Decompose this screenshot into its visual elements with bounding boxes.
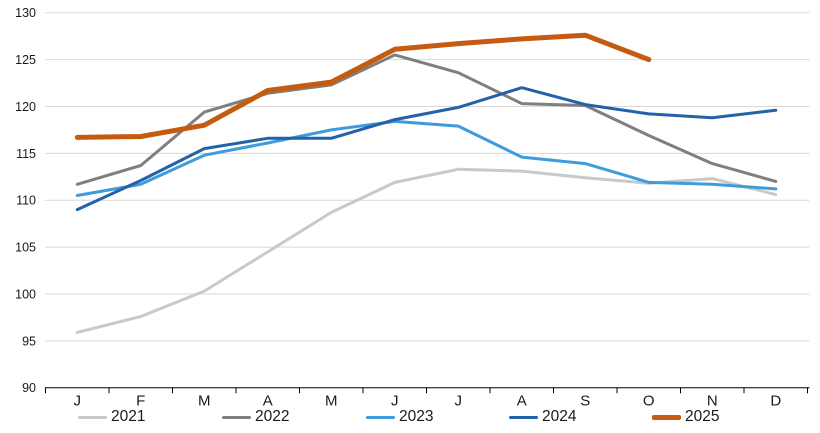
y-axis-tick-label: 130 <box>15 6 36 20</box>
legend-entry-2025: 2025 <box>652 407 719 427</box>
legend-label: 2025 <box>685 408 720 425</box>
x-axis-month-label: A <box>517 393 527 410</box>
legend-line-swatch-2024 <box>509 415 538 419</box>
x-axis-month-label: O <box>643 393 655 410</box>
series-line-2024 <box>75 86 778 212</box>
x-axis-month-label: J <box>391 393 399 410</box>
legend-line-swatch-2023 <box>366 415 395 419</box>
x-axis-month-label: M <box>325 393 338 410</box>
series-line-2021 <box>75 167 778 334</box>
y-axis-tick-label: 90 <box>22 381 36 395</box>
legend-entry-2021: 2021 <box>78 407 145 427</box>
legend-line-swatch-2021 <box>78 415 107 419</box>
x-axis-month-label: D <box>770 393 781 410</box>
legend-line-swatch-2025 <box>652 414 681 420</box>
x-axis-month-label: A <box>263 393 273 410</box>
series-line-2022 <box>75 53 778 186</box>
y-axis-tick-label: 115 <box>16 147 36 161</box>
legend-label: 2024 <box>542 408 577 425</box>
y-axis-tick-label: 110 <box>16 194 36 208</box>
x-axis-month-label: J <box>74 393 82 410</box>
x-axis-month-label: S <box>580 393 590 410</box>
series-line-2025 <box>74 32 652 140</box>
x-axis-month-label: J <box>455 393 463 410</box>
legend-entry-2023: 2023 <box>366 407 433 427</box>
x-axis-month-label: M <box>198 393 211 410</box>
y-axis-tick-label: 95 <box>22 334 36 348</box>
chart-legend: 2021 2022 2023 2024 2025 <box>0 407 820 429</box>
legend-label: 2023 <box>399 408 434 425</box>
legend-entry-2022: 2022 <box>222 407 289 427</box>
x-axis-month-label: F <box>136 393 145 410</box>
legend-entry-2024: 2024 <box>509 407 576 427</box>
series-line-2023 <box>75 119 778 197</box>
legend-label: 2022 <box>255 408 290 425</box>
y-axis-tick-label: 105 <box>15 241 36 255</box>
y-axis-tick-label: 100 <box>15 287 36 301</box>
y-axis-tick-label: 120 <box>15 100 36 114</box>
y-axis-tick-label: 125 <box>15 53 36 67</box>
x-axis-month-label: N <box>707 393 718 410</box>
legend-line-swatch-2022 <box>222 415 251 419</box>
legend-label: 2021 <box>111 408 146 425</box>
